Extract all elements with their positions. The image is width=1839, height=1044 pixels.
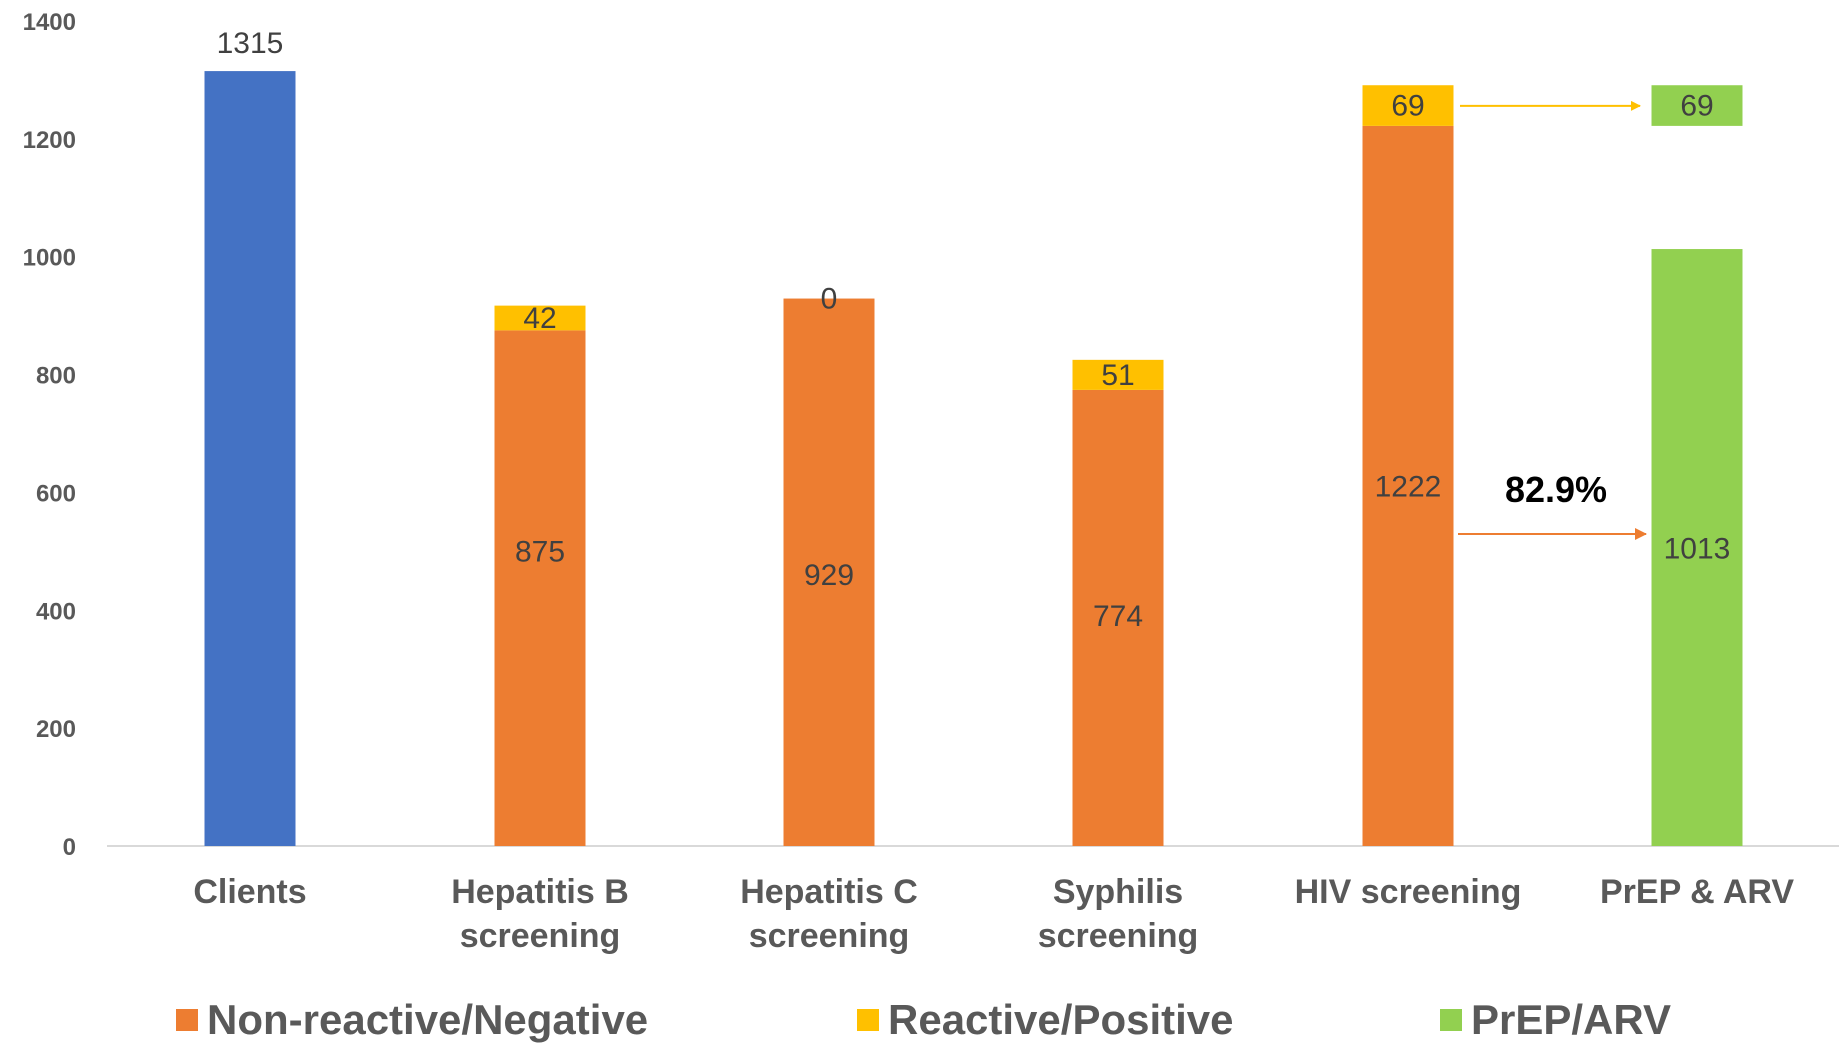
legend-label: Reactive/Positive xyxy=(888,996,1234,1043)
data-label: 929 xyxy=(804,559,854,592)
bar-non-reactive xyxy=(1362,125,1454,846)
x-tick-label: Hepatitis C xyxy=(740,873,918,911)
conversion-percentage: 82.9% xyxy=(1505,469,1607,510)
bar-prep-arv xyxy=(1651,249,1743,846)
x-axis: Clients Hepatitis B screening Hepatitis C sc… xyxy=(193,873,1794,955)
bar-reactive xyxy=(1072,359,1164,390)
data-labels: 1315 875 42 929 0 774 51 1222 69 69 1013 xyxy=(217,27,1731,633)
data-label: 774 xyxy=(1093,600,1143,633)
y-axis: 0 200 400 600 800 1000 1200 1400 xyxy=(23,9,76,861)
data-label: 0 xyxy=(821,283,838,316)
bar-non-reactive xyxy=(494,330,586,846)
bar-reactive xyxy=(1362,85,1454,126)
y-tick-label: 600 xyxy=(36,480,76,507)
y-tick-label: 1400 xyxy=(23,9,76,36)
legend-swatch xyxy=(857,1009,879,1031)
data-label: 69 xyxy=(1680,90,1713,123)
x-tick-label: PrEP & ARV xyxy=(1600,873,1794,911)
bar-non-reactive xyxy=(1072,389,1164,846)
data-label: 1315 xyxy=(217,27,284,60)
legend-swatch xyxy=(1440,1009,1462,1031)
data-label: 69 xyxy=(1391,90,1424,123)
annotations: 82.9% xyxy=(1458,100,1647,540)
bar-clients xyxy=(204,71,296,846)
data-label: 42 xyxy=(523,302,556,335)
x-tick-label: Hepatitis B xyxy=(451,873,629,911)
x-tick-label: screening xyxy=(1038,917,1199,955)
data-label: 875 xyxy=(515,535,565,568)
bar-prep-arv-reactive xyxy=(1651,85,1743,126)
bars xyxy=(204,71,1743,846)
bar-reactive xyxy=(494,305,586,331)
data-label: 51 xyxy=(1101,359,1134,392)
y-tick-label: 400 xyxy=(36,598,76,625)
bar-non-reactive xyxy=(783,298,875,846)
y-tick-label: 1000 xyxy=(23,245,76,272)
x-tick-label: Clients xyxy=(193,873,306,911)
x-tick-label: HIV screening xyxy=(1295,873,1522,911)
legend-label: PrEP/ARV xyxy=(1471,996,1671,1043)
x-tick-label: Syphilis xyxy=(1053,873,1183,911)
x-tick-label: screening xyxy=(460,917,621,955)
legend-swatch xyxy=(176,1009,198,1031)
data-label: 1222 xyxy=(1375,471,1442,504)
legend-label: Non-reactive/Negative xyxy=(207,996,648,1043)
legend: Non-reactive/Negative Reactive/Positive Pr… xyxy=(176,996,1671,1043)
y-tick-label: 200 xyxy=(36,716,76,743)
data-label: 1013 xyxy=(1664,532,1731,565)
y-tick-label: 800 xyxy=(36,363,76,390)
x-tick-label: screening xyxy=(749,917,910,955)
y-tick-label: 1200 xyxy=(23,127,76,154)
y-tick-label: 0 xyxy=(63,834,76,861)
